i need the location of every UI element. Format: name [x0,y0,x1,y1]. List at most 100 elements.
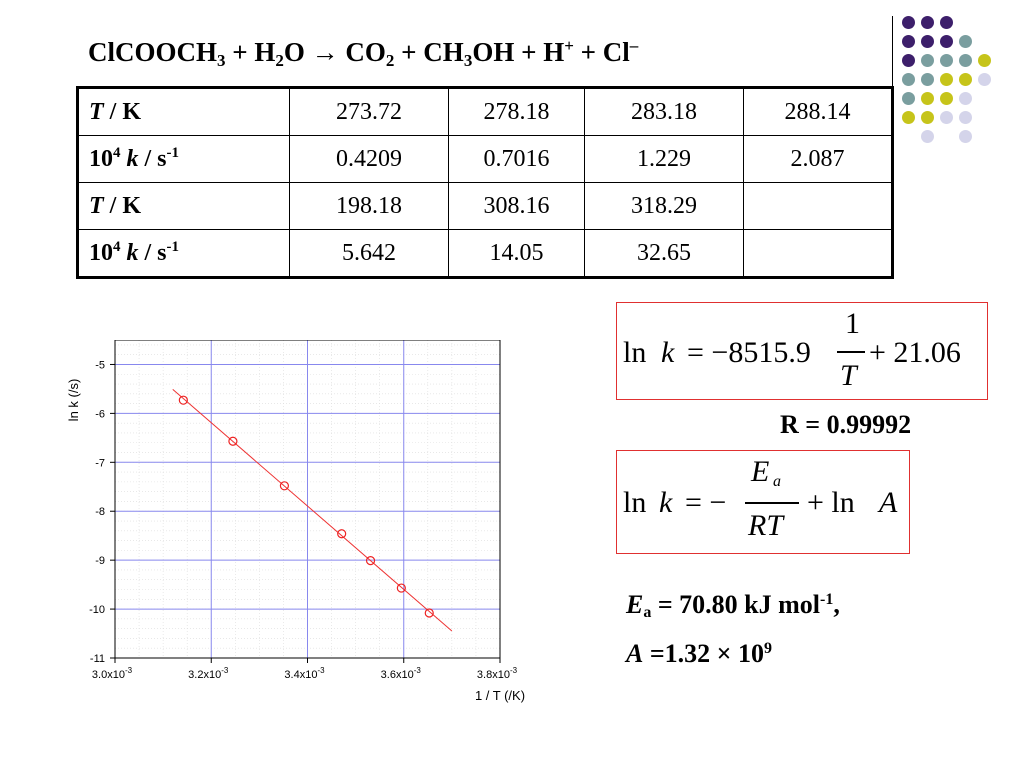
y-tick-label: -11 [90,653,105,665]
table-cell: 283.18 [584,87,744,136]
A-exponent: 9 [763,640,772,657]
row-header-symbol: T [89,192,104,219]
arrhenius-equation-box: ln k = − E a RT + ln A [616,450,910,554]
arrhenius-ln: ln [623,486,647,519]
table-cell: 2.087 [743,135,893,183]
Ea-unit-exponent: -1 [820,591,834,608]
reaction-subscript: 2 [275,51,284,70]
y-tick-label: -5 [95,359,105,371]
activation-energy-result: Ea = 70.80 kJ mol-1, [626,582,840,631]
table-cell: 308.16 [448,182,585,230]
table-row: T / K 273.72 278.18 283.18 288.14 [77,87,893,136]
row-header-unit: / K [103,98,142,125]
x-tick-exponent: -3 [510,666,518,675]
decorative-dot [978,73,991,86]
correlation-coefficient: R = 0.99992 [780,410,912,439]
x-tick-exponent: -3 [221,666,229,675]
kinetics-data-table: T / K 273.72 278.18 283.18 288.14 104 k / s-1… [76,86,894,279]
table-cell: 1.229 [584,135,744,183]
decorative-dot [902,92,915,105]
decorative-dot [902,73,915,86]
data-point [228,436,238,446]
reaction-arrow: → [311,37,339,67]
decorative-dot [940,16,953,29]
reaction-equation: ClCOOCH3 + H2O → CO2 + CH3OH + H+ + Cl– [88,36,638,71]
decorative-dot [959,92,972,105]
decorative-dot [921,92,934,105]
decorative-dot [959,54,972,67]
row-header: T / K [77,182,290,230]
row-header-exponent: 4 [113,145,121,161]
y-tick-label: -7 [95,457,105,469]
fit-slope: = −8515.9 [687,336,811,369]
Ea-symbol: E [626,590,644,619]
fit-intercept: + 21.06 [869,336,961,369]
row-header: T / K [77,87,290,136]
Ea-value: = 70.80 kJ mol [651,590,821,619]
reaction-part: O [283,37,312,67]
arrhenius-k: k [659,486,673,519]
table-row: T / K 198.18 308.16 318.29 [77,182,893,230]
decorative-dot [902,35,915,48]
fit-ln: ln [623,336,647,369]
results-block: Ea = 70.80 kJ mol-1, A =1.32 × 109 [626,582,840,672]
arrhenius-fraction-bar [745,502,799,504]
decorative-dot [959,35,972,48]
decorative-dot [940,92,953,105]
table-cell: 278.18 [448,87,585,136]
reaction-part: + Cl [573,37,630,67]
arrhenius-equals: = − [685,486,727,519]
reaction-subscript: 3 [217,51,226,70]
table-cell: 0.7016 [448,135,585,183]
reaction-superscript: – [629,36,639,55]
decorative-dot [959,111,972,124]
decorative-dot [921,35,934,48]
x-tick-exponent: -3 [125,666,133,675]
data-point [424,608,434,618]
decorative-dot [978,54,991,67]
decorative-dot [921,16,934,29]
row-header-unit: / K [103,192,142,219]
decorative-dot [940,111,953,124]
row-header: 104 k / s-1 [77,135,290,183]
x-axis-label: 1 / T (/K) [475,688,525,703]
reaction-part: OH + H [472,37,565,67]
fit-denominator: T [840,359,857,392]
fit-equation-box: ln k = −8515.9 1 T + 21.06 [616,302,988,400]
Ea-subscript: a [643,604,652,621]
reaction-part: + CH [394,37,464,67]
reaction-subscript: 3 [463,51,473,70]
table-cell: 0.4209 [289,135,449,183]
table-cell: 32.65 [584,229,744,278]
row-header-symbol: k [126,146,139,172]
row-header-prefix: 10 [89,146,113,172]
data-point [178,395,188,405]
row-header-unit-exponent: -1 [166,145,180,161]
decorative-dot [921,130,934,143]
table-cell [743,182,893,230]
row-header-unit: / s [138,146,167,172]
Ea-comma: , [833,590,840,619]
table-cell: 273.72 [289,87,449,136]
reaction-part: + H [225,37,276,67]
data-point [279,481,289,491]
x-tick-label: 3.2x10-3 [188,666,229,681]
decorative-dot [921,111,934,124]
decorative-dot [940,35,953,48]
table-cell: 14.05 [448,229,585,278]
arrhenius-plot: 3.0x10-3 3.2x10-3 3.4x10-3 3.6x10-3 3.8x10-3… [66,340,525,703]
table-row: 104 k / s-1 0.4209 0.7016 1.229 2.087 [77,135,893,183]
arrhenius-RT: RT [748,509,784,542]
y-tick-label: -6 [95,408,105,420]
decorative-dot-grid [900,12,1024,168]
decorative-dot [902,16,915,29]
data-point [396,583,406,593]
arrhenius-E: E [751,455,770,488]
reaction-subscript: 2 [385,51,395,70]
A-value: =1.32 × 10 [643,639,764,668]
preexponential-result: A =1.32 × 109 [626,631,840,672]
decorative-dot [940,73,953,86]
table-cell [743,229,893,278]
row-header: 104 k / s-1 [77,229,290,278]
row-header-symbol: T [89,98,104,125]
